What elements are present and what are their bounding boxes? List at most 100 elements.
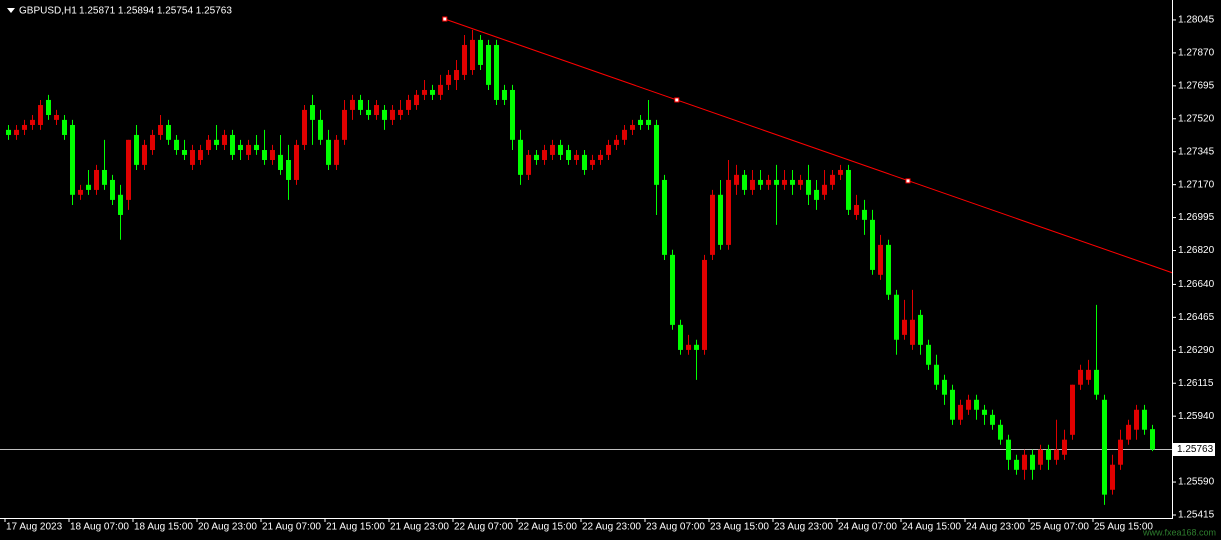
candle-body	[230, 134, 235, 155]
trendline-anchor[interactable]	[674, 97, 680, 103]
candle-body	[574, 154, 579, 160]
candle-body	[390, 109, 395, 120]
candle-body	[526, 154, 531, 175]
x-tick-label: 24 Aug 07:00	[838, 522, 897, 533]
candle-body	[838, 169, 843, 175]
candle-body	[142, 144, 147, 165]
candle-body	[182, 150, 187, 155]
candle-body	[158, 124, 163, 135]
trendline-anchor[interactable]	[905, 178, 911, 184]
y-tick-label: 1.26640	[1178, 279, 1215, 290]
candle-body	[974, 399, 979, 410]
candle-body	[814, 189, 819, 200]
candle-body	[1110, 464, 1115, 490]
candle-body	[806, 179, 811, 195]
candle-body	[582, 154, 587, 170]
bid-label: 1.25763	[1177, 444, 1214, 455]
candle-body	[1118, 439, 1123, 465]
candle-body	[902, 319, 907, 335]
candle-body	[566, 150, 571, 160]
candle-body	[134, 134, 139, 165]
candle-body	[918, 314, 923, 345]
candle-body	[1030, 454, 1035, 470]
menu-arrow[interactable]	[7, 8, 15, 13]
candle-body	[702, 259, 707, 350]
candle-body	[614, 139, 619, 145]
candle-body	[606, 144, 611, 155]
candle-body	[622, 129, 627, 140]
candle-body	[1150, 429, 1155, 450]
candle-body	[470, 39, 475, 71]
candle-body	[1094, 369, 1099, 395]
candle-body	[558, 144, 563, 155]
candle-body	[950, 389, 955, 420]
candle-body	[22, 124, 27, 130]
candle-body	[750, 179, 755, 190]
candle-body	[422, 89, 427, 95]
x-tick-label: 24 Aug 15:00	[902, 522, 961, 533]
candle-body	[1054, 449, 1059, 460]
candle-body	[510, 89, 515, 140]
candle-body	[710, 194, 715, 255]
candle-body	[830, 174, 835, 185]
candle-body	[662, 179, 667, 255]
candle-body	[870, 219, 875, 270]
candle-body	[310, 105, 315, 120]
candle-body	[334, 139, 339, 165]
candle-body	[286, 159, 291, 180]
candle-body	[646, 119, 651, 125]
y-tick-label: 1.27520	[1178, 113, 1215, 124]
candle-body	[638, 119, 643, 125]
x-tick-label: 21 Aug 15:00	[326, 522, 385, 533]
candle-body	[926, 344, 931, 365]
y-tick-label: 1.27345	[1178, 146, 1215, 157]
candle-body	[342, 109, 347, 140]
candle-body	[190, 150, 195, 165]
candle-body	[30, 119, 35, 125]
candle-body	[598, 154, 603, 160]
candle-body	[294, 144, 299, 180]
candle-body	[446, 74, 451, 85]
candle-body	[462, 44, 467, 75]
candle-body	[966, 399, 971, 410]
candle-body	[1046, 449, 1051, 460]
trendline-anchor[interactable]	[442, 16, 448, 22]
y-tick-label: 1.25415	[1178, 510, 1215, 521]
x-tick-label: 23 Aug 23:00	[774, 522, 833, 533]
candle-body	[1078, 369, 1083, 385]
candle-body	[518, 139, 523, 175]
candle-body	[1038, 449, 1043, 465]
candle-body	[430, 89, 435, 95]
candle-body	[270, 150, 275, 160]
candle-body	[62, 119, 67, 135]
candle-body	[854, 204, 859, 215]
candle-body	[358, 99, 363, 110]
y-tick-label: 1.26465	[1178, 312, 1215, 323]
candle-body	[1134, 409, 1139, 430]
candle-body	[254, 144, 259, 151]
candle-body	[958, 404, 963, 420]
candle-body	[878, 244, 883, 275]
candle-body	[238, 144, 243, 151]
candle-body	[550, 144, 555, 155]
x-tick-label: 20 Aug 23:00	[198, 522, 257, 533]
y-tick-label: 1.26115	[1178, 378, 1214, 389]
bid-label-box	[1173, 443, 1215, 456]
x-tick-label: 17 Aug 2023	[6, 522, 63, 533]
candle-body	[102, 169, 107, 185]
candle-body	[14, 129, 19, 135]
candle-body	[726, 179, 731, 245]
candle-body	[174, 139, 179, 151]
candle-body	[478, 39, 483, 65]
candle-body	[822, 184, 827, 195]
candle-body	[318, 119, 323, 140]
x-tick-label: 25 Aug 07:00	[1030, 522, 1089, 533]
y-tick-label: 1.27870	[1178, 48, 1215, 59]
x-tick-label: 22 Aug 07:00	[454, 522, 513, 533]
candle-body	[302, 109, 307, 145]
candle-body	[886, 244, 891, 295]
candle-body	[198, 150, 203, 160]
candle-body	[534, 154, 539, 160]
